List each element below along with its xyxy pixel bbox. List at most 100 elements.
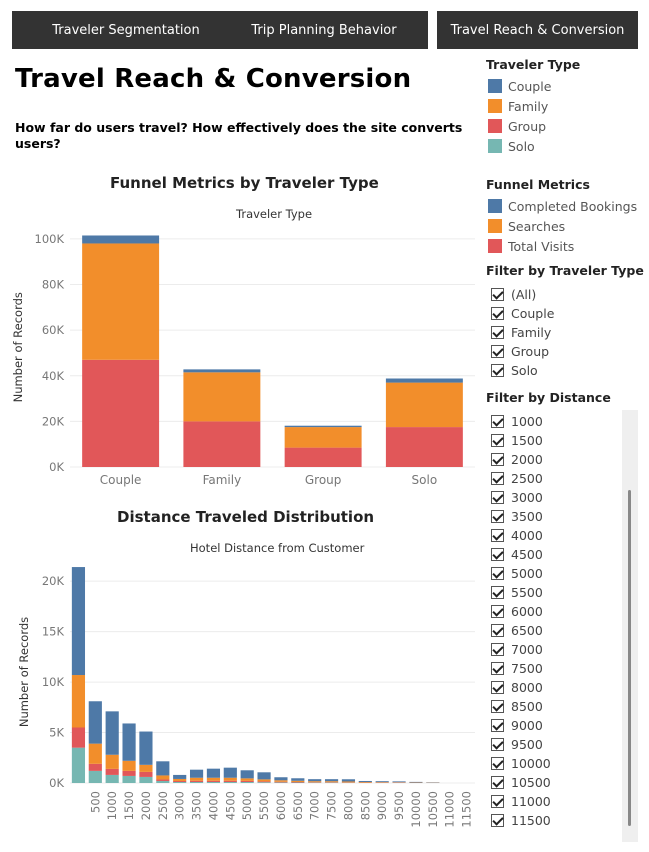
distance-filter-option[interactable]: 3000 (491, 489, 543, 505)
bar-segment[interactable] (105, 754, 119, 769)
checkbox-checked-icon[interactable] (491, 547, 504, 561)
bar-segment[interactable] (105, 711, 119, 755)
bar-segment[interactable] (88, 763, 102, 771)
bar-segment[interactable] (358, 781, 372, 783)
bar-segment[interactable] (82, 359, 160, 467)
bar-segment[interactable] (240, 781, 254, 783)
funnel-metrics-chart[interactable]: 0K 20K 40K 60K 80K 100K Number of Records Coupl… (0, 220, 475, 495)
bar-segment[interactable] (139, 731, 153, 765)
bar-segment[interactable] (105, 774, 119, 783)
bar-segment[interactable] (257, 779, 271, 782)
checkbox-checked-icon[interactable] (491, 344, 504, 358)
bar-segment[interactable] (122, 775, 136, 783)
traveler-type-filter-option[interactable]: (All) (491, 286, 536, 302)
funnel-metric-legend-item[interactable]: Total Visits (488, 238, 574, 254)
bar-segment[interactable] (341, 781, 356, 783)
bar-segment[interactable] (385, 427, 463, 467)
traveler-type-legend-item[interactable]: Group (488, 118, 546, 134)
bar-segment[interactable] (223, 781, 237, 783)
nav-button-travel-reach-conversion[interactable]: Travel Reach & Conversion (437, 11, 638, 49)
checkbox-checked-icon[interactable] (491, 775, 504, 789)
bar-segment[interactable] (358, 780, 372, 782)
bar-segment[interactable] (139, 764, 153, 772)
traveler-type-legend-item[interactable]: Family (488, 98, 548, 114)
bar-segment[interactable] (105, 768, 119, 775)
checkbox-checked-icon[interactable] (491, 661, 504, 675)
checkbox-checked-icon[interactable] (491, 813, 504, 827)
distance-filter-option[interactable]: 6000 (491, 603, 543, 619)
distance-filter-option[interactable]: 3500 (491, 508, 543, 524)
bar-segment[interactable] (156, 761, 170, 776)
bar-segment[interactable] (122, 760, 136, 771)
distance-filter-option[interactable]: 1000 (491, 413, 543, 429)
bar-segment[interactable] (308, 781, 322, 783)
bar-segment[interactable] (71, 567, 86, 676)
bar-segment[interactable] (139, 776, 153, 783)
checkbox-checked-icon[interactable] (491, 528, 504, 542)
checkbox-checked-icon[interactable] (491, 585, 504, 599)
checkbox-checked-icon[interactable] (491, 756, 504, 770)
bar-segment[interactable] (173, 780, 187, 782)
bar-segment[interactable] (173, 781, 187, 783)
checkbox-checked-icon[interactable] (491, 566, 504, 580)
nav-button-traveler-segmentation[interactable]: Traveler Segmentation (12, 11, 240, 49)
bar-segment[interactable] (156, 779, 170, 781)
bar-segment[interactable] (240, 778, 254, 781)
distance-filter-option[interactable]: 4000 (491, 527, 543, 543)
bar-segment[interactable] (240, 770, 254, 779)
bar-segment[interactable] (284, 427, 362, 448)
bar-segment[interactable] (173, 774, 187, 779)
distance-filter-option[interactable]: 10000 (491, 755, 551, 771)
distance-filter-option[interactable]: 11000 (491, 793, 551, 809)
bar-segment[interactable] (375, 782, 389, 783)
bar-segment[interactable] (385, 378, 463, 383)
checkbox-checked-icon[interactable] (491, 306, 504, 320)
distance-filter-option[interactable]: 11500 (491, 812, 551, 828)
checkbox-checked-icon[interactable] (491, 325, 504, 339)
traveler-type-legend-item[interactable]: Solo (488, 138, 535, 154)
distance-filter-option[interactable]: 4500 (491, 546, 543, 562)
bar-segment[interactable] (341, 779, 356, 782)
bar-segment[interactable] (71, 747, 86, 783)
bar-segment[interactable] (324, 779, 339, 782)
traveler-type-filter-option[interactable]: Group (491, 343, 549, 359)
distance-filter-option[interactable]: 2500 (491, 470, 543, 486)
traveler-type-filter-option[interactable]: Couple (491, 305, 554, 321)
checkbox-checked-icon[interactable] (491, 287, 504, 301)
checkbox-checked-icon[interactable] (491, 737, 504, 751)
bar-segment[interactable] (284, 447, 362, 467)
bar-segment[interactable] (291, 778, 305, 781)
bar-segment[interactable] (82, 235, 160, 244)
bar-segment[interactable] (183, 372, 261, 422)
distance-filter-option[interactable]: 5500 (491, 584, 543, 600)
bar-segment[interactable] (88, 770, 102, 783)
bar-segment[interactable] (189, 780, 204, 782)
bar-segment[interactable] (324, 781, 339, 783)
checkbox-checked-icon[interactable] (491, 452, 504, 466)
checkbox-checked-icon[interactable] (491, 642, 504, 656)
bar-segment[interactable] (82, 243, 160, 360)
bar-segment[interactable] (223, 767, 237, 778)
bar-segment[interactable] (240, 780, 254, 782)
distance-filter-option[interactable]: 9000 (491, 717, 543, 733)
distance-filter-option[interactable]: 1500 (491, 432, 543, 448)
bar-segment[interactable] (206, 780, 221, 782)
bar-segment[interactable] (183, 421, 261, 467)
bar-segment[interactable] (88, 701, 102, 744)
bar-segment[interactable] (274, 781, 288, 783)
funnel-metric-legend-item[interactable]: Searches (488, 218, 565, 234)
checkbox-checked-icon[interactable] (491, 433, 504, 447)
bar-segment[interactable] (257, 772, 271, 780)
bar-segment[interactable] (122, 770, 136, 776)
checkbox-checked-icon[interactable] (491, 414, 504, 428)
checkbox-checked-icon[interactable] (491, 699, 504, 713)
checkbox-checked-icon[interactable] (491, 490, 504, 504)
distance-filter-option[interactable]: 10500 (491, 774, 551, 790)
bar-segment[interactable] (257, 782, 271, 783)
checkbox-checked-icon[interactable] (491, 604, 504, 618)
bar-segment[interactable] (156, 780, 170, 783)
bar-segment[interactable] (173, 778, 187, 781)
nav-button-trip-planning-behavior[interactable]: Trip Planning Behavior (220, 11, 428, 49)
distance-filter-option[interactable]: 7000 (491, 641, 543, 657)
bar-segment[interactable] (291, 782, 305, 783)
